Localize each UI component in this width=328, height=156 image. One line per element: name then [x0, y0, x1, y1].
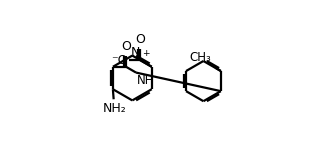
Text: NH: NH	[137, 74, 154, 88]
Text: ⁻O: ⁻O	[111, 54, 128, 67]
Text: NH₂: NH₂	[103, 102, 126, 115]
Text: N: N	[131, 46, 140, 59]
Text: O: O	[121, 40, 131, 53]
Text: +: +	[142, 49, 150, 58]
Text: CH₃: CH₃	[190, 51, 211, 64]
Text: O: O	[135, 33, 145, 46]
